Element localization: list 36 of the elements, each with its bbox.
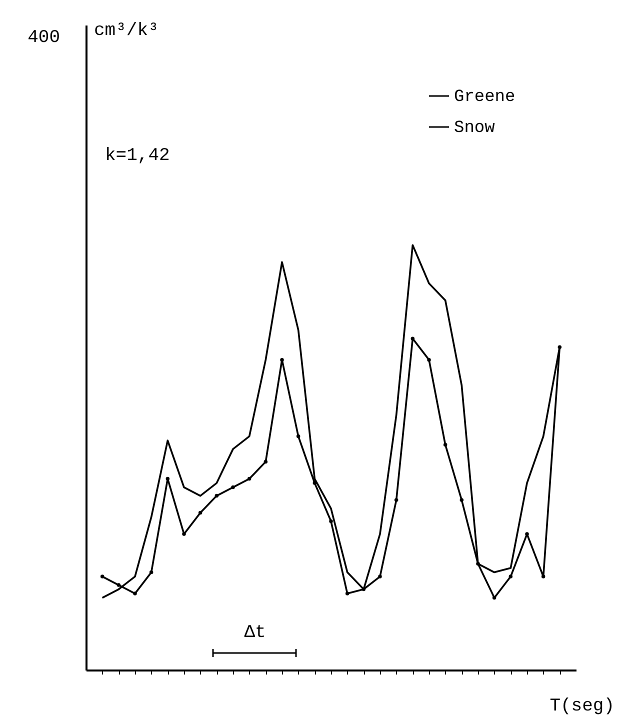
point bbox=[460, 498, 464, 502]
point bbox=[362, 587, 366, 592]
point bbox=[492, 596, 496, 600]
point bbox=[541, 574, 546, 578]
point bbox=[427, 358, 431, 362]
point bbox=[443, 442, 448, 447]
point bbox=[280, 358, 284, 362]
point bbox=[525, 532, 529, 536]
point bbox=[166, 476, 170, 481]
point bbox=[394, 498, 398, 502]
x-axis-title: T(seg) bbox=[550, 696, 614, 716]
point bbox=[329, 519, 333, 524]
point bbox=[264, 460, 268, 464]
point bbox=[410, 336, 415, 340]
point bbox=[247, 476, 252, 481]
point bbox=[312, 481, 317, 485]
point bbox=[100, 574, 104, 578]
point bbox=[296, 434, 300, 438]
point bbox=[558, 345, 562, 349]
legend-label: Snow bbox=[454, 119, 496, 138]
annotation: Δt bbox=[244, 623, 266, 643]
point bbox=[149, 570, 154, 574]
text: k=1,42 bbox=[105, 146, 170, 166]
point bbox=[345, 592, 350, 596]
text: 400 bbox=[28, 28, 60, 48]
text: cm³/k³ bbox=[94, 21, 159, 41]
point bbox=[231, 485, 235, 490]
point bbox=[508, 574, 513, 578]
point bbox=[214, 494, 219, 498]
point bbox=[378, 574, 382, 578]
point bbox=[116, 583, 121, 587]
point bbox=[198, 510, 202, 515]
point bbox=[476, 562, 480, 566]
point bbox=[133, 592, 137, 596]
legend-label: Greene bbox=[454, 88, 516, 107]
point bbox=[182, 532, 186, 536]
